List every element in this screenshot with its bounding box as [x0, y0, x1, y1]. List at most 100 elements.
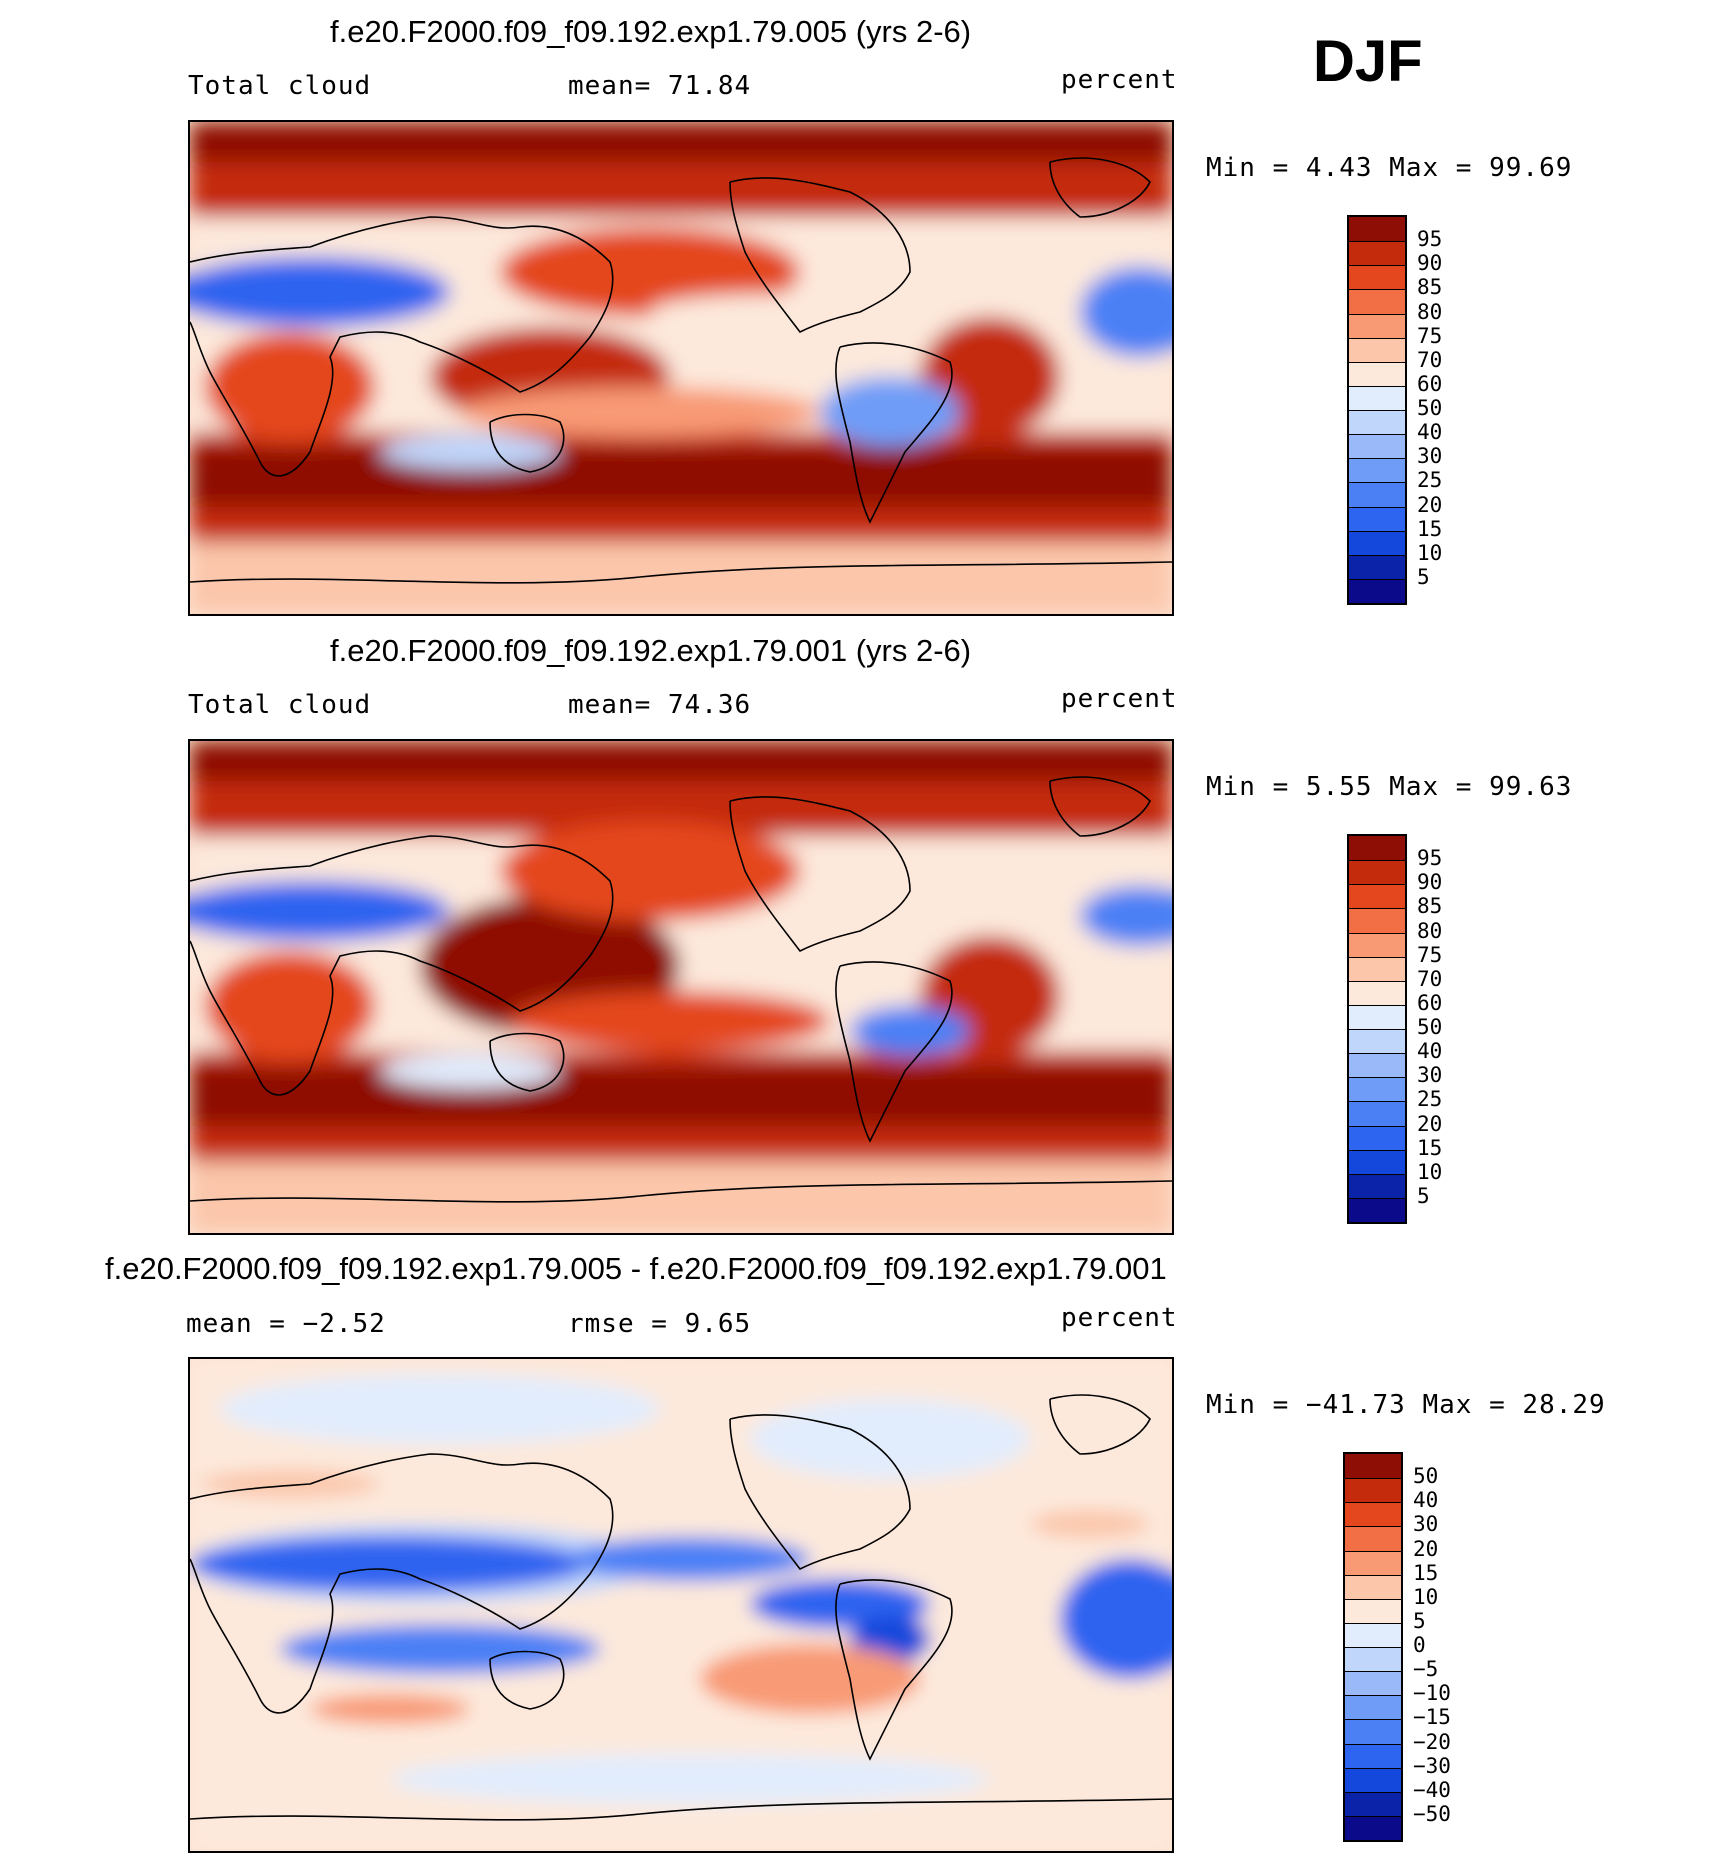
colorbar-segment [1345, 1526, 1401, 1551]
colorbar-segment [1349, 932, 1405, 957]
colorbar-segment [1349, 530, 1405, 555]
panel-3-rmse-label: rmse = 9.65 [568, 1309, 752, 1339]
panel-1-subtropic-clear [650, 294, 890, 330]
panel-3-title: f.e20.F2000.f09_f09.192.exp1.79.005 - f.… [105, 1251, 1167, 1286]
panel-1-spcz [460, 387, 820, 437]
colorbar-tick-label: 90 [1417, 870, 1443, 895]
colorbar-segment [1345, 1671, 1401, 1696]
colorbar-segment [1349, 1101, 1405, 1126]
panel-2-band-southern-core [190, 1066, 1172, 1126]
panel-2-map [188, 739, 1174, 1235]
panel-3-namerica-neg [750, 1399, 1030, 1479]
panel-3-eurasia-neg [220, 1374, 660, 1444]
panel-1-variable-label: Total cloud [188, 71, 372, 101]
colorbar-tick-label: 40 [1417, 1039, 1443, 1064]
colorbar-segment [1345, 1791, 1401, 1816]
colorbar-segment [1349, 482, 1405, 507]
panel-2-units-label: percent [1061, 684, 1178, 714]
colorbar-tick-label: 60 [1417, 371, 1443, 396]
colorbar-tick-label: 70 [1417, 966, 1443, 991]
panel-2-coast-south-america [835, 961, 953, 1143]
colorbar-segment [1345, 1815, 1401, 1840]
colorbar-tick-label: −30 [1413, 1753, 1451, 1778]
colorbar-segment [1349, 956, 1405, 981]
panel-2-title: f.e20.F2000.f09_f09.192.exp1.79.001 (yrs… [330, 633, 972, 668]
colorbar-tick-label: 95 [1417, 227, 1443, 252]
panel-2-coast-eurasia-africa [190, 835, 614, 1096]
panel-1-band-arctic-core [190, 122, 1172, 162]
panel-1-title: f.e20.F2000.f09_f09.192.exp1.79.005 (yrs… [330, 14, 972, 49]
panel-2-band-antarctic [190, 1161, 1172, 1233]
colorbar-segment [1349, 506, 1405, 531]
panel-2-spcz [510, 991, 830, 1051]
colorbar-segment [1349, 836, 1405, 861]
panel-3-natlantic-pos [1030, 1510, 1150, 1538]
panel-3-coast-antarctica [190, 1798, 1172, 1821]
colorbar-segment [1349, 1125, 1405, 1150]
colorbar-tick-label: −20 [1413, 1729, 1451, 1754]
panel-2-coastlines [190, 776, 1172, 1203]
colorbar-segment [1349, 578, 1405, 603]
colorbar-segment [1345, 1550, 1401, 1575]
colorbar-tick-label: 90 [1417, 251, 1443, 276]
colorbar-segment [1345, 1502, 1401, 1527]
panel-2-variable-label: Total cloud [188, 690, 372, 720]
colorbar-tick-label: 30 [1417, 444, 1443, 469]
panel-1-sepacific-low [820, 377, 960, 447]
panel-1-coast-australia [489, 413, 565, 473]
season-label: DJF [1313, 29, 1423, 94]
panel-3-coast-eurasia-africa [190, 1453, 614, 1714]
panel-2-map-svg [190, 741, 1172, 1233]
panel-2-mean-label: mean= 74.36 [568, 690, 752, 720]
panel-1-band-antarctic [190, 542, 1172, 614]
panel-1-map-svg [190, 122, 1172, 614]
panel-1-coast-north-america [729, 177, 911, 334]
panel-3-southern-neg [390, 1754, 990, 1804]
colorbar-tick-label: 20 [1417, 492, 1443, 517]
panel-1-map [188, 120, 1174, 616]
colorbar-segment [1345, 1743, 1401, 1768]
panel-3-coast-north-america [729, 1414, 911, 1571]
colorbar-segment [1345, 1695, 1401, 1720]
colorbar-segment [1345, 1719, 1401, 1744]
panel-3-med-pos [200, 1470, 380, 1498]
panel-3-units-label: percent [1061, 1303, 1178, 1333]
colorbar-tick-label: 5 [1417, 1183, 1430, 1208]
colorbar-tick-label: 50 [1413, 1464, 1439, 1489]
colorbar-tick-label: 10 [1413, 1584, 1439, 1609]
panel-2-australia-low [380, 1053, 560, 1089]
colorbar-segment [1345, 1478, 1401, 1503]
colorbar-tick-label: 70 [1417, 347, 1443, 372]
panel-2-npacific-high [500, 821, 800, 921]
panel-1-mean-label: mean= 71.84 [568, 71, 752, 101]
panel-2-sahara-low [190, 881, 450, 941]
colorbar-segment [1345, 1647, 1401, 1672]
colorbar-segment [1349, 1149, 1405, 1174]
colorbar-segment [1345, 1598, 1401, 1623]
colorbar-segment [1349, 410, 1405, 435]
panel-2-atlantic-low [1080, 886, 1172, 946]
colorbar-segment [1349, 434, 1405, 459]
panel-1-coast-south-america [835, 342, 953, 524]
panel-2-sepacific-low [850, 1006, 970, 1056]
panel-3-colorbar [1343, 1452, 1403, 1842]
colorbar-segment [1349, 1053, 1405, 1078]
panel-1-coast-greenland [1049, 157, 1151, 218]
colorbar-segment [1349, 1004, 1405, 1029]
panel-3-coast-south-america [835, 1579, 953, 1761]
colorbar-tick-label: 25 [1417, 468, 1443, 493]
panel-2-subtropic-clear [680, 918, 900, 954]
colorbar-segment [1349, 458, 1405, 483]
panel-1-africa-high [205, 332, 375, 442]
panel-1-units-label: percent [1061, 65, 1178, 95]
panel-3-sindian-pos [310, 1694, 470, 1724]
colorbar-segment [1345, 1454, 1401, 1479]
panel-1-coast-antarctica [190, 561, 1172, 584]
colorbar-tick-label: 85 [1417, 894, 1443, 919]
colorbar-segment [1349, 554, 1405, 579]
colorbar-segment [1349, 313, 1405, 338]
colorbar-segment [1349, 217, 1405, 242]
panel-1-sahara-low [190, 257, 450, 327]
panel-3-spacific-pos [700, 1644, 920, 1714]
panel-3-mean-label: mean = −2.52 [186, 1309, 386, 1339]
